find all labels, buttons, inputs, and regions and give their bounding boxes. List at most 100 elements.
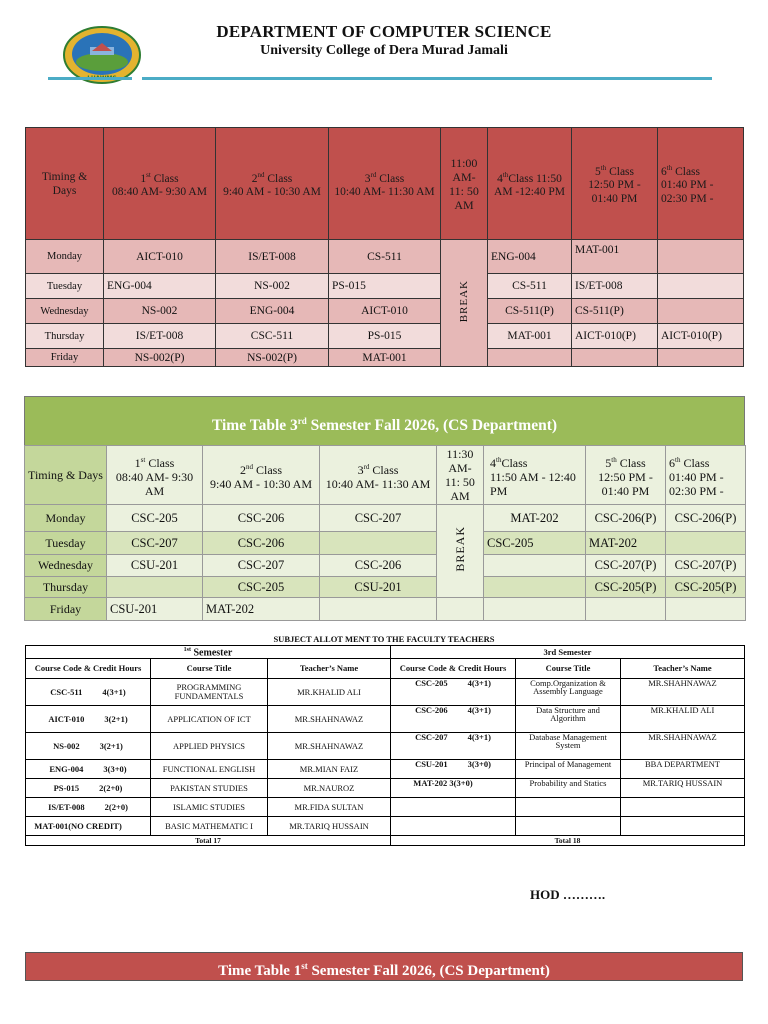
day-cell: Friday: [25, 348, 104, 367]
course-code-cell: IS/ET-008 2(2+0): [25, 797, 151, 817]
slot-cell: [657, 298, 744, 324]
table-row: Wednesday CSU-201 CSC-207 CSC-206 CSC-20…: [24, 554, 746, 577]
slot-cell: NS-002(P): [215, 348, 329, 367]
course-code-cell: CSC-205 4(3+1): [390, 678, 516, 706]
allotment-row: ENG-004 3(3+0) FUNCTIONAL ENGLISH MR.MIAN F…: [25, 759, 745, 779]
course-title-header: Course Title: [515, 658, 621, 679]
teacher-cell: MR.SHAHNAWAZ: [267, 705, 391, 733]
break-label: BREAK: [458, 280, 470, 323]
slot-cell: [483, 554, 586, 577]
course-title-cell: Probability and Statics: [515, 778, 621, 798]
class-4-header: 4thClass 11:50 AM - 12:40 PM: [483, 445, 586, 505]
course-title-cell: APPLICATION OF ICT: [150, 705, 268, 733]
slot-cell: MAT-202: [585, 531, 666, 555]
column-header-row: Course Code & Credit Hours Course Title …: [25, 658, 745, 679]
allotment-row: PS-015 2(2+0) PAKISTAN STUDIES MR.NAUROZ MAT…: [25, 778, 745, 798]
course-code-cell: [390, 816, 516, 836]
allotment-table: 1st Semester 3rd Semester Course Code & …: [25, 645, 745, 846]
timetable-1st-semester: Timing & Days 1st Class 08:40 AM- 9:30 AM…: [25, 127, 744, 367]
semester-1-header: 1st Semester: [25, 645, 391, 659]
allotment-row: CSC-511 4(3+1) PROGRAMMING FUNDAMENTALS MR.…: [25, 678, 745, 706]
slot-cell: [665, 531, 746, 555]
course-title-cell: Database Management System: [515, 732, 621, 760]
teacher-cell: MR.SHAHNAWAZ: [620, 732, 745, 760]
slot-cell: [585, 597, 666, 621]
slot-cell: [665, 597, 746, 621]
teacher-header: Teacher’s Name: [267, 658, 391, 679]
course-code-cell: [390, 797, 516, 817]
hod-signature: HOD ……….: [530, 887, 606, 902]
day-cell: Thursday: [25, 323, 104, 349]
table-row: Tuesday CSC-207 CSC-206 CSC-205 MAT-202: [24, 531, 746, 555]
class-2-header: 2nd Class 9:40 AM - 10:30 AM: [215, 127, 329, 240]
slot-cell: NS-002(P): [103, 348, 216, 367]
slot-cell: NS-002: [215, 273, 329, 299]
break-cell: BREAK: [436, 504, 484, 598]
course-code-header: Course Code & Credit Hours: [25, 658, 151, 679]
header-rule: [48, 77, 712, 80]
slot-cell: CSC-207: [106, 531, 203, 555]
slot-cell: [657, 348, 744, 367]
allotment-row: IS/ET-008 2(2+0) ISLAMIC STUDIES MR.FIDA SU…: [25, 797, 745, 817]
course-code-cell: ENG-004 3(3+0): [25, 759, 151, 779]
total-1: Total 17: [25, 835, 391, 846]
teacher-cell: MR.SHAHNAWAZ: [267, 732, 391, 760]
course-title-cell: Principal of Management: [515, 759, 621, 779]
slot-cell: NS-002: [103, 298, 216, 324]
teacher-cell: MR.TARIQ HUSSAIN: [620, 778, 745, 798]
slot-cell: [483, 597, 586, 621]
course-title-cell: APPLIED PHYSICS: [150, 732, 268, 760]
slot-cell: CSC-205: [106, 504, 203, 532]
slot-cell: [319, 531, 437, 555]
course-title-cell: PAKISTAN STUDIES: [150, 778, 268, 798]
slot-cell: IS/ET-008: [571, 273, 658, 299]
course-title-cell: ISLAMIC STUDIES: [150, 797, 268, 817]
slot-cell: MAT-001: [571, 239, 658, 274]
slot-cell: CS-511: [328, 239, 441, 274]
table-row: Wednesday NS-002 ENG-004 AICT-010 CS-511…: [25, 298, 744, 324]
break-time-header: 11:00 AM- 11: 50 AM: [440, 127, 488, 240]
slot-cell: CSC-206(P): [665, 504, 746, 532]
course-code-cell: AICT-010 3(2+1): [25, 705, 151, 733]
slot-cell: CSC-207(P): [665, 554, 746, 577]
table-row: Thursday IS/ET-008 CSC-511 PS-015 MAT-00…: [25, 323, 744, 349]
break-cell: BREAK: [440, 239, 488, 367]
class-5-header: 5th Class 12:50 PM - 01:40 PM: [585, 445, 666, 505]
table-row: Monday AICT-010 IS/ET-008 CS-511 BREAK E…: [25, 239, 744, 367]
total-3: Total 18: [390, 835, 745, 846]
timetable-3rd-semester: Timing & Days 1st Class 08:40 AM- 9:30 AM…: [24, 445, 746, 621]
slot-cell: CSC-205(P): [665, 576, 746, 598]
slot-cell: [436, 597, 484, 621]
slot-cell: MAT-202: [202, 597, 320, 621]
course-code-cell: MAT-001(NO CREDIT): [25, 816, 151, 836]
slot-cell: AICT-010: [103, 239, 216, 274]
slot-cell: CS-511(P): [487, 298, 572, 324]
page-title: DEPARTMENT OF COMPUTER SCIENCE: [216, 22, 552, 41]
course-code-header: Course Code & Credit Hours: [390, 658, 516, 679]
class-4-header: 4thClass 11:50 AM -12:40 PM: [487, 127, 572, 240]
day-cell: Monday: [25, 239, 104, 274]
day-cell: Tuesday: [25, 273, 104, 299]
course-title-cell: [515, 797, 621, 817]
slot-cell: [487, 348, 572, 367]
allotment-row: NS-002 3(2+1) APPLIED PHYSICS MR.SHAHNAWAZ C…: [25, 732, 745, 760]
allotment-row: AICT-010 3(2+1) APPLICATION OF ICT MR.SHAHN…: [25, 705, 745, 733]
teacher-cell: [620, 816, 745, 836]
timing-header: Timing & Days: [25, 127, 104, 240]
semester-3-header: 3rd Semester: [390, 645, 745, 659]
slot-cell: CSC-207: [319, 504, 437, 532]
total-row: Total 17 Total 18: [25, 835, 745, 846]
page-subtitle: University College of Dera Murad Jamali: [260, 43, 508, 58]
day-cell: Friday: [24, 597, 107, 621]
slot-cell: [657, 273, 744, 299]
slot-cell: IS/ET-008: [215, 239, 329, 274]
table-row: Monday CSC-205 CSC-206 CSC-207 BREAK MAT…: [24, 504, 746, 598]
slot-cell: CSC-206: [202, 531, 320, 555]
semester-header-row: 1st Semester 3rd Semester: [25, 645, 745, 659]
course-code-cell: NS-002 3(2+1): [25, 732, 151, 760]
slot-cell: AICT-010: [328, 298, 441, 324]
class-3-header: 3rd Class 10:40 AM- 11:30 AM: [319, 445, 437, 505]
class-1-header: 1st Class 08:40 AM- 9:30 AM: [103, 127, 216, 240]
course-code-cell: CSU-201 3(3+0): [390, 759, 516, 779]
slot-cell: CSU-201: [106, 554, 203, 577]
